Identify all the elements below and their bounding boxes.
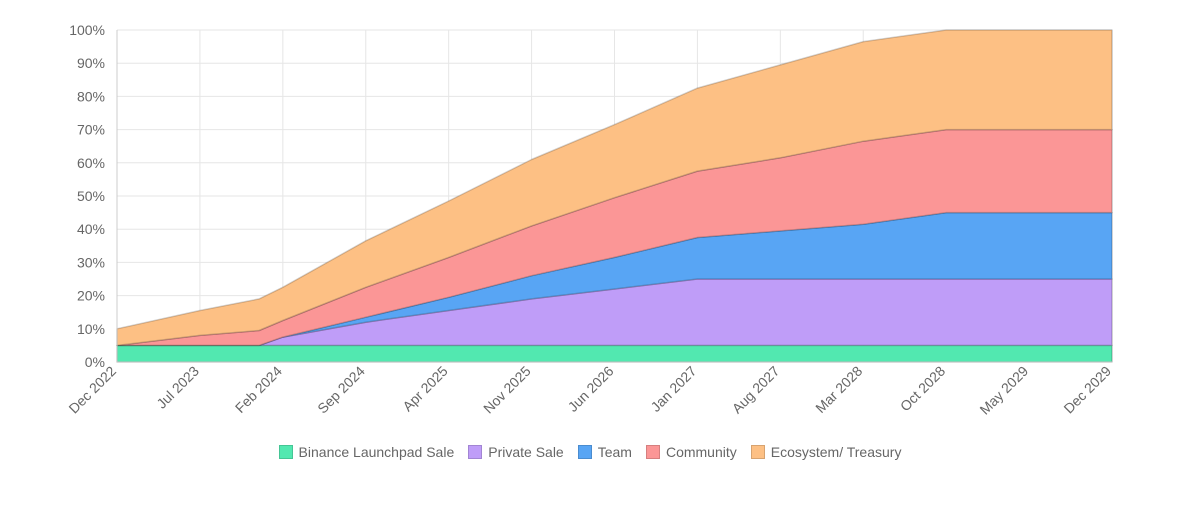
y-tick-label: 100% — [69, 22, 105, 38]
x-tick-label: Feb 2024 — [232, 363, 285, 416]
legend-label: Binance Launchpad Sale — [298, 444, 455, 460]
y-tick-label: 80% — [77, 88, 105, 104]
legend-label: Team — [597, 444, 632, 460]
legend-swatch — [750, 445, 765, 459]
legend-swatch — [278, 445, 293, 459]
y-tick-label: 70% — [77, 122, 105, 138]
x-tick-label: Aug 2027 — [729, 363, 783, 417]
x-tick-label: Apr 2025 — [399, 363, 451, 415]
y-tick-label: 60% — [77, 155, 105, 171]
legend-item[interactable]: Community — [645, 444, 737, 460]
x-axis-ticks: Dec 2022 Jul 2023 Feb 2024 Sep 2024 Apr 2025… — [65, 363, 1114, 418]
legend-label: Ecosystem/ Treasury — [770, 444, 902, 460]
series-areas — [116, 29, 1113, 363]
x-tick-label: Dec 2029 — [1060, 363, 1114, 417]
axes — [116, 30, 1112, 363]
y-tick-label: 10% — [77, 321, 105, 337]
area-binance-launchpad-sale — [116, 344, 1113, 363]
area-community — [116, 128, 1113, 347]
x-tick-label: Mar 2028 — [812, 363, 865, 416]
y-tick-label: 0% — [85, 354, 105, 370]
legend-item[interactable]: Private Sale — [468, 444, 564, 460]
y-tick-label: 30% — [77, 254, 105, 270]
legend-swatch — [577, 445, 592, 459]
y-tick-label: 90% — [77, 55, 105, 71]
x-tick-label: Oct 2028 — [897, 363, 949, 415]
legend-swatch — [645, 445, 660, 459]
x-tick-label: Jan 2027 — [647, 363, 699, 415]
legend-label: Community — [665, 444, 737, 460]
legend-item[interactable]: Team — [577, 444, 632, 460]
y-tick-label: 20% — [77, 288, 105, 304]
legend-item[interactable]: Ecosystem/ Treasury — [750, 444, 902, 460]
area-ecosystem-treasury — [116, 29, 1113, 347]
x-tick-label: May 2029 — [976, 363, 1031, 418]
chart-legend: Binance Launchpad Sale Private Sale Team Co… — [0, 444, 1180, 460]
y-tick-label: 40% — [77, 221, 105, 237]
x-tick-label: Jul 2023 — [153, 363, 202, 412]
vesting-area-chart: 0% 10% 20% 30% 40% 50% 60% 70% 80% 90% 100% Dec 20… — [65, 22, 1114, 418]
x-tick-label: Dec 2022 — [65, 363, 119, 417]
y-axis-ticks: 0% 10% 20% 30% 40% 50% 60% 70% 80% 90% 100% — [69, 22, 105, 370]
x-tick-label: Jun 2026 — [565, 363, 617, 415]
legend-item[interactable]: Binance Launchpad Sale — [278, 444, 455, 460]
x-tick-label: Sep 2024 — [314, 363, 368, 417]
legend-swatch — [468, 445, 483, 459]
y-tick-label: 50% — [77, 188, 105, 204]
legend-label: Private Sale — [488, 444, 564, 460]
x-tick-label: Nov 2025 — [480, 363, 534, 417]
